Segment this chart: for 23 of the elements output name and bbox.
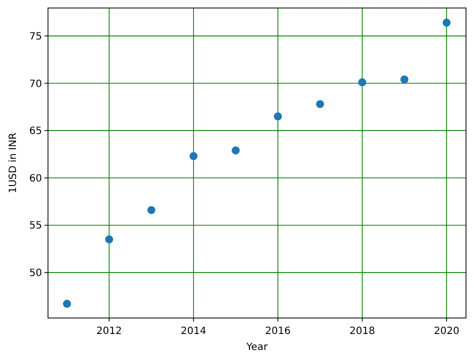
x-tick-label: 2012 [96,326,122,337]
y-tick-label: 75 [29,31,42,42]
y-axis-title: 1USD in INR [8,132,19,194]
point [190,152,198,160]
y-tick-label: 55 [29,220,42,232]
point [62,300,71,308]
point [147,206,156,214]
y-tick-label: 70 [29,78,42,90]
y-tick-label: 60 [29,173,42,184]
y-tick-label: 50 [29,268,42,280]
point [274,112,282,120]
x-tick-label: 2018 [350,326,375,337]
x-tick-label: 2016 [265,326,291,337]
x-tick-label: 2014 [180,326,206,337]
y-tick-label: 65 [29,126,42,138]
point [358,78,366,86]
x-axis-title: Year [245,342,268,353]
point [442,18,451,27]
point [232,146,240,154]
point [105,235,114,244]
point [400,75,408,84]
point [316,100,324,108]
x-tick-label: 2020 [434,326,460,337]
